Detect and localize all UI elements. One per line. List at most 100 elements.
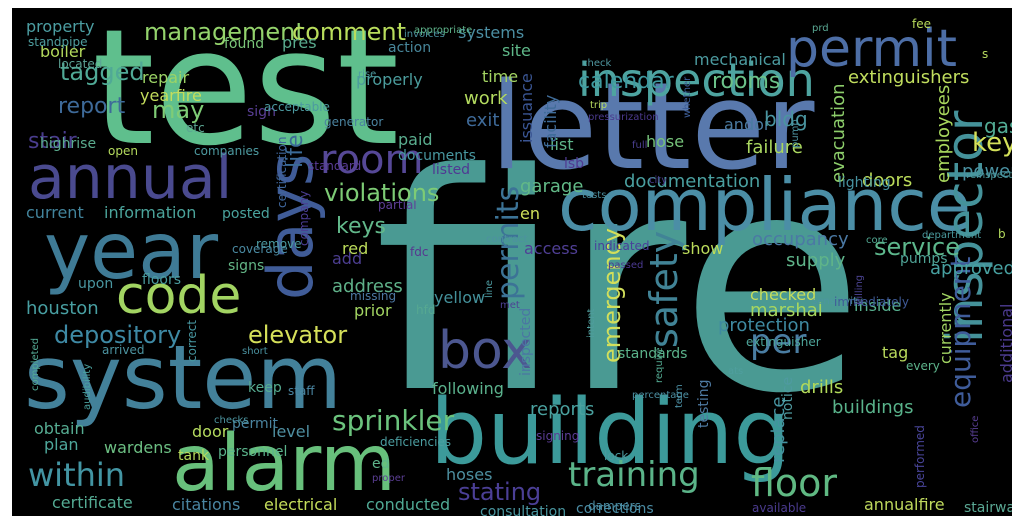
word-doors-53: doors	[862, 170, 912, 191]
word-floors-120: floors	[142, 272, 181, 288]
word-wardens-71: wardens	[104, 438, 172, 457]
word-department-165: department	[922, 230, 981, 241]
word-supply-59: supply	[786, 250, 846, 271]
word-posted-121: posted	[222, 206, 270, 222]
word-issuance-97: issuance	[517, 73, 536, 143]
word-checked-125: checked	[750, 285, 816, 304]
word-prior-78: prior	[354, 301, 392, 320]
word-corrections-68: corrections	[576, 501, 654, 516]
word-list-92: list	[550, 135, 574, 154]
word-testing-124: testing	[696, 379, 712, 428]
word-hoses-131: hoses	[446, 465, 492, 484]
word-term-157: term	[674, 384, 685, 408]
word-mechanical-95: mechanical	[694, 50, 786, 69]
word-permits-20: permits	[491, 186, 526, 300]
word-equipment-37: equipment	[944, 256, 977, 408]
word-evacuation-55: evacuation	[828, 83, 849, 183]
word-replace-51: replace	[768, 396, 789, 463]
word-floor-18: floor	[751, 461, 837, 505]
word-sign-109: sign	[247, 104, 276, 120]
word-code-9: code	[116, 266, 241, 326]
word-pumps-111: pumps	[900, 251, 948, 267]
word-additional-116: additional	[997, 304, 1012, 383]
word-report-29: report	[58, 94, 126, 119]
word-lsb-115: lsb	[564, 156, 584, 172]
word-proper-189: proper	[372, 473, 406, 484]
word-keep-122: keep	[248, 380, 282, 396]
word-level-75: level	[272, 422, 310, 441]
word-found-104: found	[224, 36, 264, 52]
word-occupancy-44: occupancy	[752, 229, 849, 250]
word-repair-102: repair	[142, 68, 189, 87]
word-sprinkler-21: sprinkler	[332, 404, 455, 437]
word-performed-160: performed	[913, 425, 927, 488]
word-address-77: address	[332, 276, 403, 297]
word-tank-128: tank	[178, 448, 210, 464]
word-yellow-80: yellow	[434, 288, 485, 307]
word-coverage-190: coverage	[232, 242, 288, 256]
word-depository-24: depository	[54, 321, 181, 349]
word-generator-169: generator	[324, 115, 383, 129]
word-tagged-26: tagged	[60, 58, 145, 86]
word-exit-84: exit	[466, 110, 499, 131]
word-dampers-133: dampers	[588, 499, 641, 513]
word-pump-179: pump	[790, 119, 801, 148]
word-appropriate-173: appropriate	[414, 25, 472, 36]
word-door-74: door	[192, 422, 229, 441]
word-standpipe-138: standpipe	[28, 35, 87, 49]
word-protection-52: protection	[718, 315, 810, 336]
word-available-134: available	[752, 501, 806, 515]
word-located-139: located	[58, 57, 102, 71]
word-listed-91: listed	[432, 162, 470, 178]
word-fire-0: fire	[374, 110, 864, 459]
word-safety-19: safety	[642, 231, 686, 348]
word-open-107: open	[108, 144, 138, 158]
word-billing-163: billing	[854, 275, 865, 305]
word-signing-154: signing	[536, 429, 579, 443]
word-ats-158: ats	[728, 366, 743, 377]
word-inspected-136: inspected	[518, 308, 534, 376]
word-elevator-23: elevator	[248, 321, 347, 349]
word-every-159: every	[906, 359, 940, 373]
word-systems-88: systems	[458, 23, 524, 42]
word-action-106: action	[388, 40, 431, 56]
word-may-30: may	[152, 96, 204, 124]
word-letter-2: letter	[490, 58, 815, 197]
word-pres-105: pres	[282, 33, 317, 52]
word-andor-94: andor	[724, 115, 771, 134]
word-comment-28: comment	[292, 18, 406, 46]
word-hfd-114: hfd	[416, 303, 435, 317]
word-arrived-148: arrived	[102, 343, 144, 357]
word-paid-90: paid	[398, 130, 433, 149]
word-box-13: box	[438, 321, 532, 381]
word-documentation-46: documentation	[624, 171, 760, 192]
word-inside-61: inside	[854, 296, 901, 315]
word-companies-141: companies	[194, 144, 259, 158]
word-electrical-65: electrical	[264, 495, 337, 514]
word-conducted-66: conducted	[366, 495, 450, 514]
word-personnel-129: personnel	[218, 444, 287, 460]
word-stating-35: stating	[458, 478, 541, 506]
word-bldg-192: bldg	[764, 107, 808, 131]
word-acceptable-172: acceptable	[264, 100, 330, 114]
word-year-7: year	[44, 207, 219, 297]
word-rise-170: rise	[358, 69, 376, 80]
word-marshal-45: marshal	[750, 300, 823, 321]
word-documents-108: documents	[398, 148, 476, 164]
word-indicated-184: indicated	[594, 239, 650, 253]
word-currently-127: currently	[936, 292, 955, 364]
word-approved-60: approved	[930, 258, 1012, 279]
word-days-10: days	[254, 154, 327, 300]
word-facility-96: facility	[541, 95, 560, 148]
word-properly-89: properly	[356, 70, 423, 89]
word-management-27: management	[144, 18, 305, 46]
word-boiler-99: boiler	[40, 42, 86, 61]
word-reports-48: reports	[530, 399, 594, 420]
word-highrise-101: highrise	[40, 136, 96, 152]
word-inspector-15: inspector	[936, 110, 994, 343]
word-show-83: show	[682, 239, 723, 258]
word-permit-12: permit	[786, 19, 957, 79]
word-lock-132: lock	[604, 449, 628, 463]
word-tag-62: tag	[882, 343, 908, 362]
